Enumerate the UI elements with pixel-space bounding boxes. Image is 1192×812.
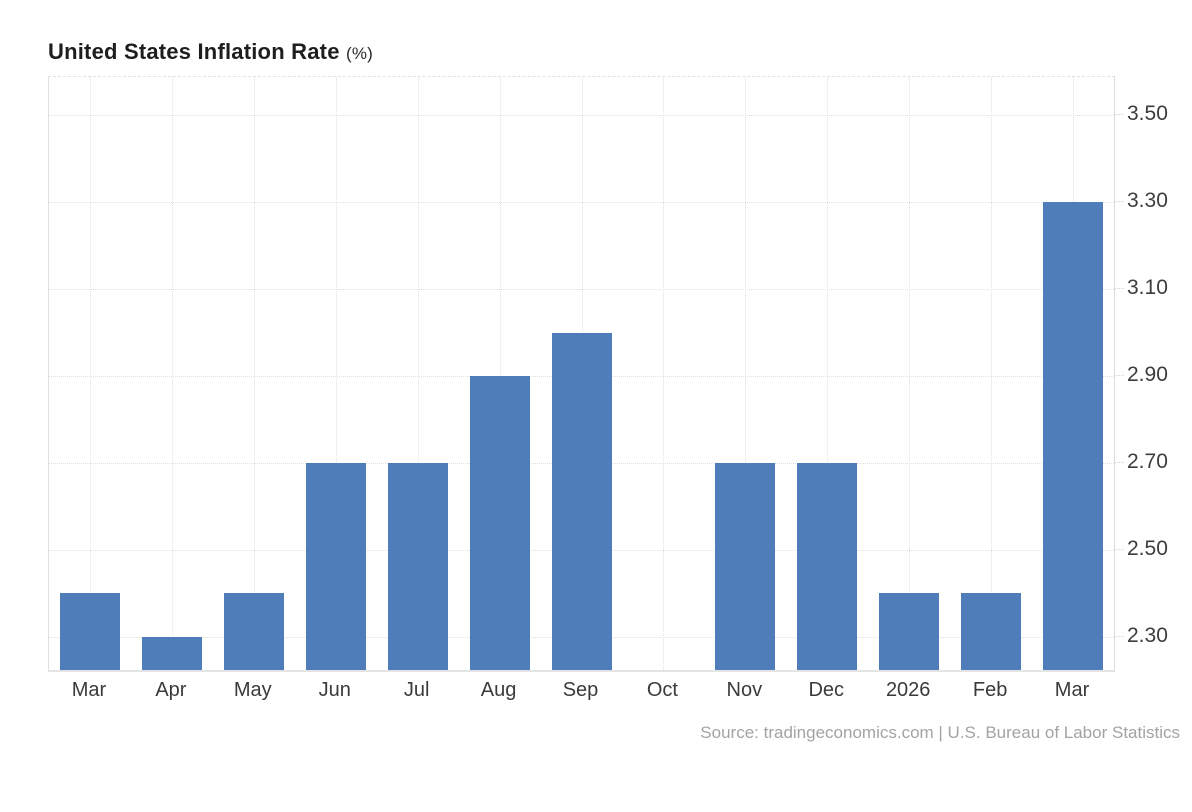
bar-5-aug[interactable] xyxy=(469,376,530,670)
x-axis-label-feb: Feb xyxy=(972,679,1008,701)
v-gridline xyxy=(417,77,419,670)
y-axis-tick xyxy=(1114,114,1124,116)
bar-10-2026[interactable] xyxy=(879,593,940,670)
x-axis: Mar Apr May Jun Jul Aug Sep Oct Nov Dec 2026 Feb Mar xyxy=(48,679,1113,707)
chart-title-text: United States Inflation Rate xyxy=(48,39,340,64)
y-axis-tick xyxy=(1114,288,1124,290)
x-axis-label-jul: Jul xyxy=(403,679,430,701)
v-gridline xyxy=(827,77,829,670)
v-gridline xyxy=(253,77,255,670)
bar-2-may[interactable] xyxy=(223,593,284,670)
x-axis-label-may: May xyxy=(233,679,272,701)
bar-0-mar[interactable] xyxy=(59,593,120,670)
bar-3-jun[interactable] xyxy=(305,463,366,670)
x-axis-label-apr: Apr xyxy=(155,679,187,701)
v-gridline xyxy=(171,77,173,670)
x-axis-label-jun: Jun xyxy=(318,679,351,701)
v-gridline xyxy=(663,77,665,670)
x-axis-label-aug: Aug xyxy=(480,679,517,701)
bar-6-sep[interactable] xyxy=(551,332,612,670)
v-gridline xyxy=(745,77,747,670)
y-axis-label: 3.30 xyxy=(1127,189,1168,213)
y-axis-label: 2.50 xyxy=(1127,537,1168,560)
y-axis-tick xyxy=(1114,549,1124,550)
y-axis-tick xyxy=(1114,375,1124,377)
x-axis-label-mar: Mar xyxy=(1054,679,1090,701)
v-gridline xyxy=(335,77,337,670)
chart-title-unit: (%) xyxy=(345,44,373,63)
source-attribution: Source: tradingeconomics.com | U.S. Bure… xyxy=(700,723,1180,742)
v-gridline xyxy=(89,77,91,670)
chart-title: United States Inflation Rate (%) xyxy=(48,39,373,65)
bar-4-jul[interactable] xyxy=(387,463,448,670)
x-axis-label-sep: Sep xyxy=(562,679,599,701)
y-axis-label: 2.90 xyxy=(1127,363,1168,387)
y-axis-label: 3.10 xyxy=(1127,276,1168,300)
bar-12-mar[interactable] xyxy=(1043,202,1104,670)
y-axis-label: 2.30 xyxy=(1127,623,1168,647)
v-gridline xyxy=(499,77,501,670)
bar-8-nov[interactable] xyxy=(715,463,776,670)
y-axis-tick xyxy=(1114,462,1124,464)
plot-area xyxy=(48,76,1115,672)
v-gridline xyxy=(909,77,911,670)
v-gridline xyxy=(991,77,993,670)
x-axis-label-mar: Mar xyxy=(71,679,107,701)
x-axis-label-oct: Oct xyxy=(646,679,678,701)
y-axis-label: 2.70 xyxy=(1127,450,1168,474)
bar-11-feb[interactable] xyxy=(961,593,1022,670)
x-axis-label-dec: Dec xyxy=(808,679,845,701)
bar-9-dec[interactable] xyxy=(797,463,858,670)
x-axis-label-nov: Nov xyxy=(726,679,763,701)
x-axis-label-2026: 2026 xyxy=(885,679,931,701)
y-axis-label: 3.50 xyxy=(1127,102,1168,126)
bar-1-apr[interactable] xyxy=(141,636,202,670)
y-axis-tick xyxy=(1114,201,1124,203)
y-axis-tick xyxy=(1114,635,1124,637)
